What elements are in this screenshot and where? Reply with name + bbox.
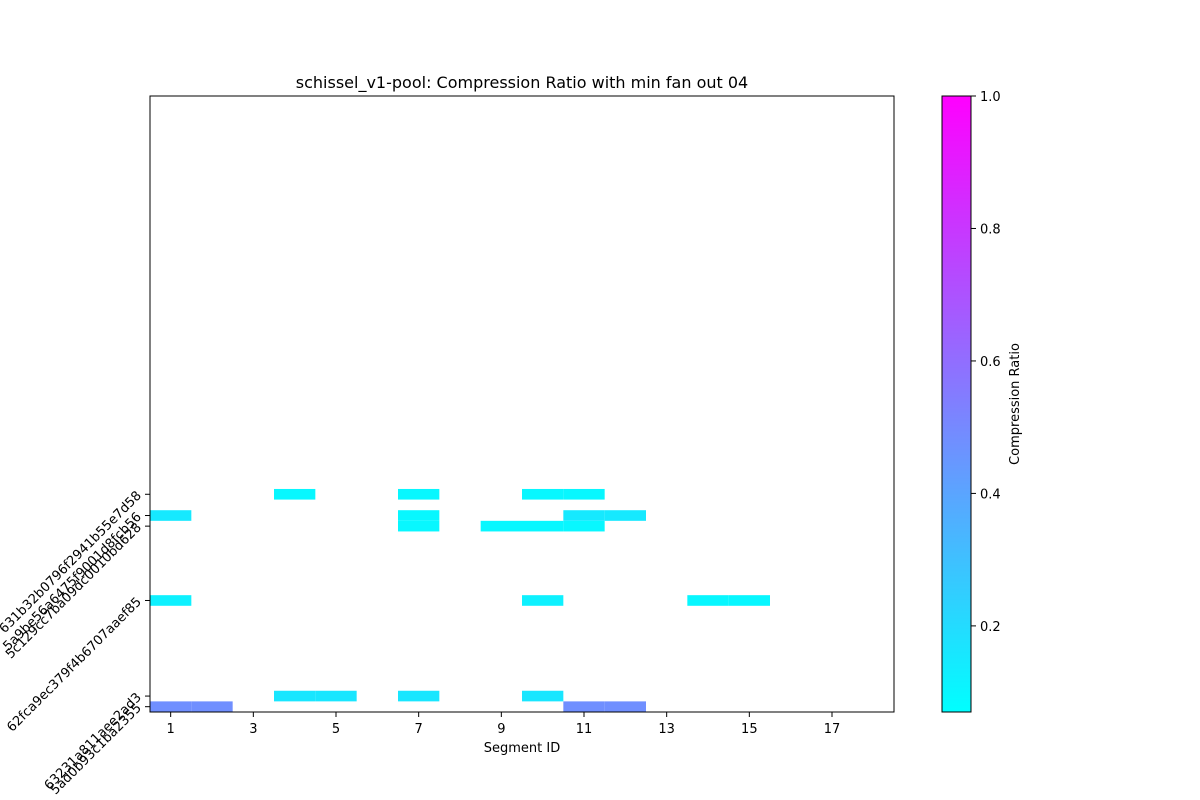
- plot-frame: [149, 95, 895, 713]
- y-axis-ticks: 631b32b0796f2941b55e7d585a9be56a6475f900…: [0, 488, 150, 798]
- x-axis-label: Segment ID: [484, 741, 560, 756]
- heatmap-cells: [150, 488, 770, 712]
- x-tick-label: 7: [415, 722, 423, 737]
- heatmap-cell: [563, 510, 605, 521]
- heatmap-cell: [398, 488, 440, 500]
- heatmap-cell: [150, 701, 192, 712]
- colorbar-tick-label: 0.6: [980, 355, 1001, 370]
- y-tick-label: 5c129cc7ba09dc0010bd628: [3, 520, 145, 662]
- heatmap-cell: [522, 520, 564, 532]
- colorbar-tick-label: 0.2: [980, 620, 1001, 635]
- heatmap-cell: [522, 488, 564, 500]
- colorbar: [942, 96, 971, 712]
- colorbar-ticks: 0.2 0.4 0.6 0.8 1.0: [971, 90, 1001, 635]
- heatmap-cell: [150, 595, 192, 606]
- colorbar-tick-label: 0.4: [980, 487, 1001, 502]
- x-tick-label: 5: [332, 722, 340, 737]
- heatmap-cell: [398, 510, 440, 521]
- heatmap-cell: [191, 701, 233, 712]
- colorbar-label: Compression Ratio: [1008, 343, 1023, 465]
- x-tick-label: 17: [824, 722, 841, 737]
- chart-title: schissel_v1-pool: Compression Ratio with…: [296, 73, 748, 93]
- heatmap-cell: [398, 690, 440, 702]
- x-tick-label: 13: [658, 722, 675, 737]
- heatmap-cell: [315, 690, 357, 702]
- heatmap-cell: [604, 701, 646, 712]
- heatmap-cell: [687, 595, 729, 606]
- x-tick-label: 3: [249, 722, 257, 737]
- heatmap-cell: [563, 488, 605, 500]
- heatmap-cell: [274, 488, 316, 500]
- x-axis-ticks: 1 3 5 7 9 11 13 15 17: [167, 712, 841, 737]
- colorbar-frame: [941, 95, 972, 713]
- heatmap-cell: [563, 701, 605, 712]
- x-tick-label: 15: [741, 722, 758, 737]
- heatmap-cell: [522, 690, 564, 702]
- y-tick-label: 5ad0b93c1ba2355: [48, 701, 145, 798]
- x-tick-label: 1: [167, 722, 175, 737]
- heatmap-cell: [480, 520, 522, 532]
- x-tick-label: 11: [576, 722, 593, 737]
- heatmap-cell: [398, 520, 440, 532]
- heatmap-cell: [150, 510, 192, 521]
- plot-area: [150, 96, 894, 712]
- colorbar-tick-label: 0.8: [980, 222, 1001, 237]
- heatmap-cell: [728, 595, 770, 606]
- heatmap-cell: [522, 595, 564, 606]
- heatmap-cell: [274, 690, 316, 702]
- x-tick-label: 9: [497, 722, 505, 737]
- colorbar-tick-label: 1.0: [980, 90, 1001, 105]
- heatmap-cell: [563, 520, 605, 532]
- heatmap-cell: [604, 510, 646, 521]
